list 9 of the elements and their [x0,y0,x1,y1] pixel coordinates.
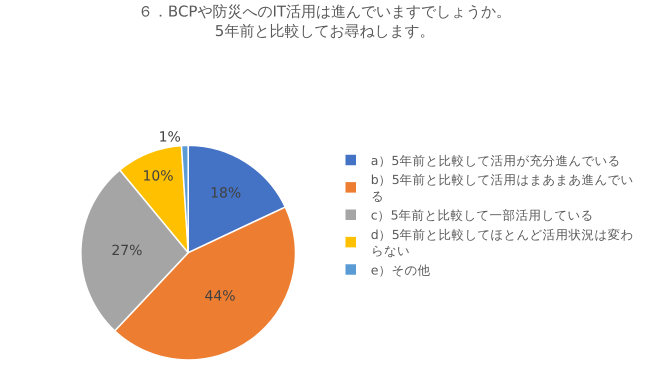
legend-label: c）5年前と比較して一部活用している [370,208,594,223]
chart-title: ６．BCPや防災へのIT活用は進んでいますでしょうか。 5年前と比較してお尋ねします。 [138,2,512,40]
data-label: 27% [111,242,142,259]
legend-label: e）その他 [370,262,430,278]
data-label: 10% [142,168,174,184]
data-label: 1% [158,129,181,146]
data-label: 44% [204,288,236,304]
legend-label: a）5年前と比較して活用が充分進んでいる [370,152,620,168]
data-label: 18% [210,186,242,202]
